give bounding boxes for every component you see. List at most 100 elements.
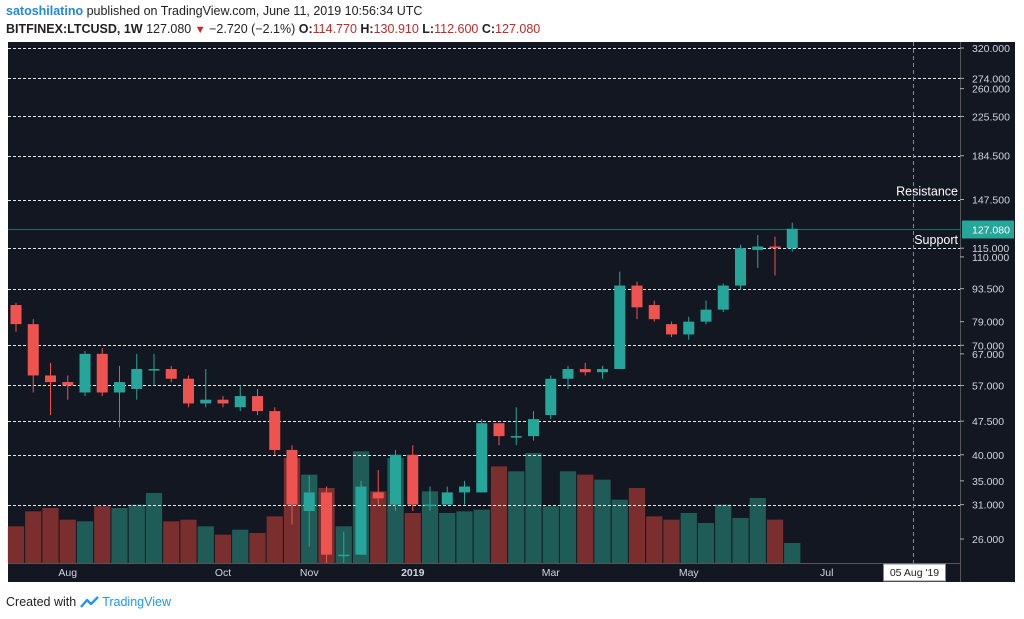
- low-value: 112.600: [434, 22, 479, 36]
- y-tick-label: 274.000: [972, 73, 1010, 85]
- publish-text: published on TradingView.com, June 11, 2…: [86, 4, 423, 18]
- volume-bar: [559, 471, 577, 563]
- crosshair-date-tag: [883, 563, 946, 582]
- y-tick-label: 225.500: [972, 111, 1010, 123]
- candle-body: [579, 369, 591, 373]
- candle-body: [510, 436, 522, 438]
- candle-body: [648, 305, 660, 320]
- x-tick-label: Aug: [58, 567, 77, 579]
- volume-bar: [421, 491, 439, 563]
- candle-body: [769, 246, 781, 249]
- x-tick-label: Oct: [215, 567, 231, 579]
- last-price-tag: [962, 220, 1014, 239]
- volume-bar: [42, 508, 59, 563]
- x-tick-label: 2019: [401, 567, 425, 579]
- down-triangle-icon: ▼: [194, 24, 206, 36]
- volume-bar: [784, 543, 801, 563]
- candle-body: [183, 378, 194, 404]
- y-tick-label: 110.000: [972, 252, 1009, 264]
- candle-body: [717, 285, 729, 310]
- candle-body: [390, 454, 401, 505]
- volume-bar: [646, 516, 663, 563]
- crosshair-date-label: 05 Aug '19: [890, 567, 939, 579]
- candle-body: [355, 486, 367, 555]
- candle-body: [683, 321, 695, 335]
- y-tick-label: 79.000: [972, 317, 1004, 329]
- volume-bar: [197, 526, 214, 563]
- candle-body: [459, 486, 470, 493]
- volume-bar: [490, 466, 508, 563]
- volume-bar: [76, 521, 94, 563]
- candle-body: [27, 324, 39, 376]
- volume-bar: [370, 491, 387, 563]
- price-axis: [960, 42, 1015, 582]
- volume-bar: [663, 519, 680, 563]
- candle-body: [303, 492, 315, 512]
- candle-body: [217, 399, 229, 404]
- candle-body: [614, 285, 626, 370]
- x-tick-label: Nov: [300, 567, 319, 579]
- candle-body: [321, 492, 332, 555]
- candle-body: [424, 504, 436, 507]
- last-price: 127.080: [146, 22, 192, 36]
- symbol-name: BITFINEX:LTCUSD, 1W: [6, 22, 143, 36]
- volume-bar: [94, 506, 111, 563]
- y-tick-label: 67.000: [972, 349, 1004, 361]
- candle-body: [752, 246, 764, 250]
- symbol-info-bar: BITFINEX:LTCUSD, 1W 127.080 ▼ −2.720 (−2…: [6, 22, 540, 36]
- candle-body: [234, 396, 246, 408]
- tradingview-logo-icon: [80, 596, 100, 608]
- y-tick-label: 70.000: [972, 340, 1004, 352]
- footer: Created with TradingView: [6, 595, 171, 609]
- brand-name: TradingView: [102, 595, 171, 609]
- high-label: H:: [360, 22, 374, 36]
- price-change: −2.720 (−2.1%): [209, 22, 296, 36]
- close-value: 127.080: [495, 22, 541, 36]
- candle-body: [476, 423, 488, 493]
- level-annotation: Resistance: [896, 185, 958, 199]
- candle-body: [700, 309, 712, 322]
- candle-body: [735, 248, 746, 286]
- open-label: O:: [298, 22, 313, 36]
- volume-bar: [59, 519, 76, 563]
- volume-bar: [611, 499, 628, 563]
- volume-bar: [7, 526, 25, 563]
- y-tick-label: 31.000: [972, 500, 1004, 512]
- volume-bar: [594, 479, 611, 563]
- y-tick-label: 115.000: [972, 243, 1009, 255]
- candle-body: [252, 396, 263, 412]
- volume-bar: [266, 516, 283, 563]
- volume-bar: [680, 513, 697, 563]
- volume-bar: [732, 518, 749, 563]
- volume-bar: [145, 493, 163, 563]
- candle-body: [528, 419, 539, 437]
- volume-bar: [439, 513, 456, 563]
- y-tick-label: 35.000: [972, 476, 1004, 488]
- volume-bar: [542, 506, 559, 563]
- volume-bar: [749, 498, 766, 563]
- y-tick-label: 320.000: [972, 43, 1010, 55]
- close-label: C:: [481, 22, 496, 36]
- volume-bar: [180, 519, 197, 563]
- volume-bar: [577, 474, 594, 563]
- author-name[interactable]: satoshilatino: [6, 4, 84, 18]
- candle-body: [79, 353, 91, 393]
- x-tick-label: Jul: [820, 567, 833, 579]
- candle-body: [114, 382, 125, 393]
- candle-body: [96, 353, 108, 393]
- candle-body: [62, 382, 74, 386]
- tradingview-link[interactable]: TradingView: [80, 595, 171, 609]
- volume-bar: [249, 533, 266, 563]
- time-axis: [8, 563, 960, 582]
- volume-bar: [628, 488, 646, 563]
- volume-bar: [508, 471, 525, 563]
- candle-body: [286, 449, 298, 505]
- volume-bar: [163, 521, 180, 563]
- volume-bar: [25, 511, 42, 563]
- candle-body: [372, 492, 384, 499]
- y-tick-label: 40.000: [972, 450, 1004, 462]
- candle-body: [10, 305, 22, 325]
- volume-bar: [128, 504, 145, 563]
- low-label: L:: [422, 22, 435, 36]
